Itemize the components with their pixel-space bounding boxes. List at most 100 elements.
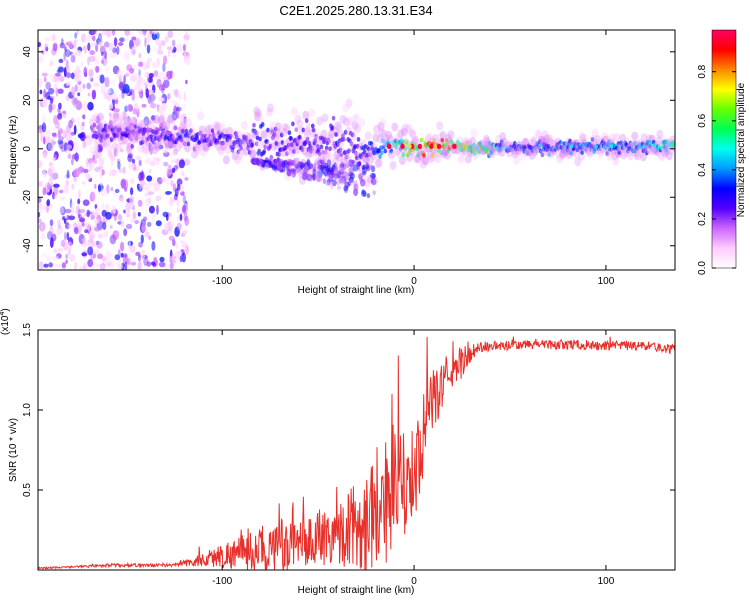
spectrogram-cell: [175, 242, 179, 249]
spectrogram-cell: [323, 148, 331, 158]
spectrogram-cell: [158, 115, 166, 124]
spectrogram-cell: [94, 143, 99, 152]
spectrogram-cell: [157, 116, 165, 126]
spectrogram-cell: [355, 155, 359, 161]
spectrogram-cell: [341, 133, 345, 139]
spectrogram-cell: [57, 113, 63, 120]
spectrogram-cell: [123, 117, 131, 127]
spectrogram-cell: [179, 121, 187, 130]
spectrogram-cell: [38, 55, 44, 64]
spectrogram-cell: [149, 115, 157, 125]
spectrogram-cell: [144, 192, 151, 197]
spectrogram-cell: [482, 134, 490, 144]
spectrogram-cell: [102, 202, 105, 213]
spectrogram-cell: [119, 116, 127, 126]
spectrogram-cell: [319, 164, 325, 171]
spectrogram-cell: [323, 150, 328, 155]
spectrogram-cell: [477, 149, 482, 155]
spectrogram-cell: [113, 37, 118, 47]
spectrogram-cell: [657, 150, 665, 160]
spectrogram-cell: [400, 127, 408, 137]
spectrogram-cell: [631, 131, 639, 141]
spectrogram-cell: [338, 147, 343, 153]
spectrogram-cell: [356, 137, 361, 142]
spectrogram-cell: [115, 99, 119, 105]
spectrogram-cell: [126, 121, 134, 131]
spectrogram-cell: [182, 203, 189, 214]
spectrogram-cell: [41, 122, 47, 133]
spectrogram-cell: [338, 175, 343, 184]
spectrogram-cell: [67, 241, 73, 251]
spectrogram-cell: [431, 134, 439, 143]
spectrogram-cell: [168, 224, 173, 234]
spectrogram-cell: [57, 128, 64, 135]
spectrogram-cell: [290, 142, 294, 148]
spectrogram-cell: [250, 142, 255, 148]
spectrogram-cell: [48, 103, 53, 113]
spectrogram-cell: [149, 103, 157, 109]
spectrogram-cell: [639, 152, 647, 162]
spectrogram-cell: [136, 30, 142, 34]
spectrogram-cell: [58, 140, 65, 150]
spectrogram-cell: [617, 150, 622, 155]
spectrogram-cell: [540, 152, 545, 158]
spectrogram-cell: [146, 141, 154, 151]
spectrogram-cell: [254, 112, 261, 122]
spectrogram-cell: [158, 97, 165, 102]
snr-multiplier-close: ): [0, 308, 11, 311]
spectrogram-cell: [42, 97, 48, 108]
spectrogram-cell: [43, 253, 47, 258]
spectrogram-cell: [234, 155, 242, 165]
spectrogram-cell: [90, 214, 95, 220]
spectrogram-cell: [129, 137, 134, 142]
spectrogram-cell: [326, 133, 334, 143]
spectrogram-cell: [378, 154, 382, 159]
spectrogram-cell: [221, 140, 225, 146]
spectrogram-cell: [95, 65, 100, 73]
spectrogram-cell: [96, 241, 103, 249]
spectrogram-cell: [132, 211, 137, 220]
spectrogram-cell: [361, 190, 367, 197]
spectrogram-cell: [114, 126, 118, 131]
spectrogram-cell: [265, 139, 269, 144]
spectrogram-cell: [108, 124, 112, 130]
spectrogram-cell: [586, 149, 594, 159]
spectrogram-cell: [321, 113, 329, 123]
spectrogram-cell: [165, 168, 172, 177]
spectrogram-cell: [252, 158, 258, 166]
spectrogram-cell: [373, 124, 381, 134]
spectrogram-cell: [131, 49, 136, 55]
spectrogram-cell: [162, 76, 168, 81]
spectrogram-cell: [219, 141, 227, 151]
spectrogram-cell: [608, 132, 616, 142]
spectrogram-cell: [146, 71, 150, 82]
spectrogram-cell: [100, 188, 108, 197]
spectrogram-cell: [49, 237, 54, 248]
spectrogram-cell: [365, 162, 370, 169]
spectrogram-cell: [192, 146, 197, 152]
spectrogram-cell: [125, 144, 133, 154]
spectrogram-cell: [67, 87, 72, 93]
spectrogram-ytick-label: 0: [22, 146, 33, 152]
spectrogram-cell: [400, 143, 405, 149]
spectrogram-cell: [140, 234, 144, 244]
spectrogram-cell: [127, 103, 133, 112]
spectrogram-cell: [158, 144, 164, 150]
spectrogram-cell: [137, 159, 141, 169]
spectrogram-cell: [236, 150, 244, 160]
spectrogram-cell: [169, 255, 177, 261]
spectrogram-cell: [114, 143, 122, 153]
spectrogram-cell: [263, 144, 268, 150]
spectrogram-cell: [110, 159, 114, 167]
spectrogram-cell: [50, 182, 54, 188]
spectrogram-cell: [45, 46, 49, 52]
spectrogram-cell: [408, 144, 412, 149]
spectrogram-cell: [183, 33, 190, 41]
spectrogram-cell: [558, 139, 563, 145]
spectrogram-cell: [368, 152, 373, 158]
spectrogram-cell: [173, 105, 178, 116]
spectrogram-cell: [239, 145, 243, 151]
spectrogram-cell: [86, 135, 93, 146]
spectrogram-cell: [183, 37, 189, 48]
spectrogram-cell: [112, 112, 120, 122]
